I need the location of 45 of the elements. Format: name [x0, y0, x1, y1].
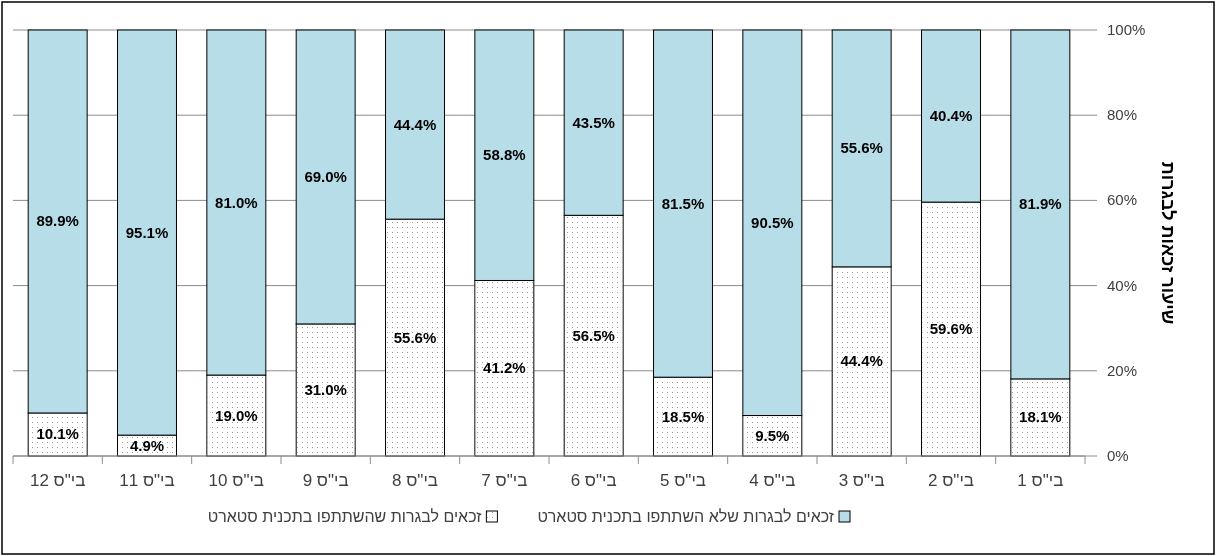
data-label: 81.5% — [661, 194, 705, 212]
x-tick-label: בי"ס 3 — [838, 471, 885, 490]
x-tick-label: בי"ס 4 — [749, 471, 796, 490]
legend-item: זכאים לבגרות שהשתתפו בתכנית סטארט — [207, 508, 498, 525]
y-tick-label: 0% — [1107, 447, 1129, 464]
data-label: 43.5% — [572, 113, 615, 131]
data-label: 81.0% — [215, 193, 258, 211]
data-label: 55.6% — [393, 328, 437, 346]
x-tick-label: בי"ס 12 — [29, 471, 86, 490]
x-tick-label: בי"ס 5 — [660, 471, 706, 490]
y-tick-label: 100% — [1107, 21, 1146, 38]
data-label: 44.4% — [393, 115, 437, 133]
y-tick-label: 20% — [1107, 361, 1138, 379]
x-tick-label: בי"ס 11 — [119, 471, 175, 490]
x-tick-label: בי"ס 7 — [481, 471, 528, 490]
y-axis-title: שיעור זכאות לבגרות — [1158, 161, 1178, 325]
x-tick-label: בי"ס 9 — [302, 471, 349, 490]
data-label: 18.1% — [1019, 408, 1062, 426]
data-label: 89.9% — [36, 212, 79, 230]
x-tick-label: בי"ס 1 — [1017, 471, 1064, 490]
data-label: 44.4% — [840, 352, 883, 370]
data-label: 81.9% — [1019, 195, 1062, 213]
data-label: 10.1% — [36, 425, 79, 443]
data-label: 40.4% — [929, 107, 973, 125]
data-label: 4.9% — [129, 436, 165, 454]
y-tick-label: 60% — [1107, 191, 1138, 209]
data-label: 58.8% — [483, 146, 526, 164]
x-tick-label: בי"ס 6 — [570, 471, 617, 490]
data-label: 18.5% — [661, 407, 705, 425]
y-tick-label: 80% — [1107, 106, 1138, 124]
data-label: 59.6% — [929, 320, 973, 338]
data-label: 55.6% — [840, 139, 883, 157]
data-label: 19.0% — [215, 406, 258, 424]
data-label: 9.5% — [755, 426, 790, 444]
data-label: 41.2% — [483, 359, 526, 377]
x-tick-label: בי"ס 8 — [392, 471, 438, 490]
data-label: 69.0% — [304, 167, 347, 185]
legend-item: זכאים לבגרות שלא השתתפו בתכנית סטארט — [537, 508, 851, 525]
data-label: 31.0% — [304, 380, 347, 398]
data-label: 95.1% — [125, 223, 169, 241]
data-label: 56.5% — [572, 326, 615, 344]
y-tick-label: 40% — [1107, 276, 1138, 294]
x-tick-label: בי"ס 2 — [928, 471, 974, 490]
x-tick-label: בי"ס 10 — [208, 471, 265, 490]
data-label: 90.5% — [751, 213, 794, 231]
